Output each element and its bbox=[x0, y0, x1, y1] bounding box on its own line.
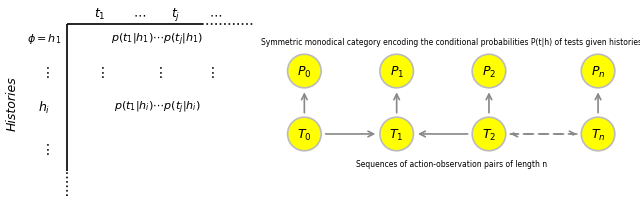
Text: $h_i$: $h_i$ bbox=[38, 99, 51, 115]
Text: $T_1$: $T_1$ bbox=[390, 127, 404, 142]
Text: $t_1$: $t_1$ bbox=[94, 7, 106, 22]
Text: Histories: Histories bbox=[5, 76, 19, 130]
Text: $T_2$: $T_2$ bbox=[482, 127, 496, 142]
Text: $\cdots$: $\cdots$ bbox=[209, 8, 221, 21]
Text: $T_0$: $T_0$ bbox=[297, 127, 312, 142]
Text: $P_1$: $P_1$ bbox=[390, 64, 404, 79]
Text: $t_j$: $t_j$ bbox=[171, 6, 180, 23]
Text: Sequences of action-observation pairs of length n: Sequences of action-observation pairs of… bbox=[356, 159, 547, 168]
Text: $\vdots$: $\vdots$ bbox=[95, 65, 104, 80]
Text: $\vdots$: $\vdots$ bbox=[40, 141, 49, 156]
Text: $T_n$: $T_n$ bbox=[591, 127, 605, 142]
Text: Symmetric monodical category encoding the conditional probabilities P(t|h) of te: Symmetric monodical category encoding th… bbox=[260, 38, 640, 47]
Circle shape bbox=[287, 55, 321, 88]
Text: $p(t_1|h_1)\cdots p(t_j|h_1)$: $p(t_1|h_1)\cdots p(t_j|h_1)$ bbox=[111, 31, 204, 47]
Circle shape bbox=[472, 118, 506, 151]
Text: $\phi = h_1$: $\phi = h_1$ bbox=[28, 32, 61, 46]
Text: $\cdots$: $\cdots$ bbox=[132, 8, 146, 21]
Text: $\vdots$: $\vdots$ bbox=[152, 65, 163, 80]
Text: $P_2$: $P_2$ bbox=[482, 64, 496, 79]
Circle shape bbox=[472, 55, 506, 88]
Text: $\vdots$: $\vdots$ bbox=[40, 65, 49, 80]
Circle shape bbox=[581, 118, 615, 151]
Circle shape bbox=[380, 118, 413, 151]
Text: $\vdots$: $\vdots$ bbox=[205, 65, 215, 80]
Text: $P_n$: $P_n$ bbox=[591, 64, 605, 79]
Text: $P_0$: $P_0$ bbox=[297, 64, 312, 79]
Circle shape bbox=[581, 55, 615, 88]
Circle shape bbox=[380, 55, 413, 88]
Text: $p(t_1|h_i)\cdots p(t_j|h_i)$: $p(t_1|h_i)\cdots p(t_j|h_i)$ bbox=[114, 99, 201, 115]
Circle shape bbox=[287, 118, 321, 151]
